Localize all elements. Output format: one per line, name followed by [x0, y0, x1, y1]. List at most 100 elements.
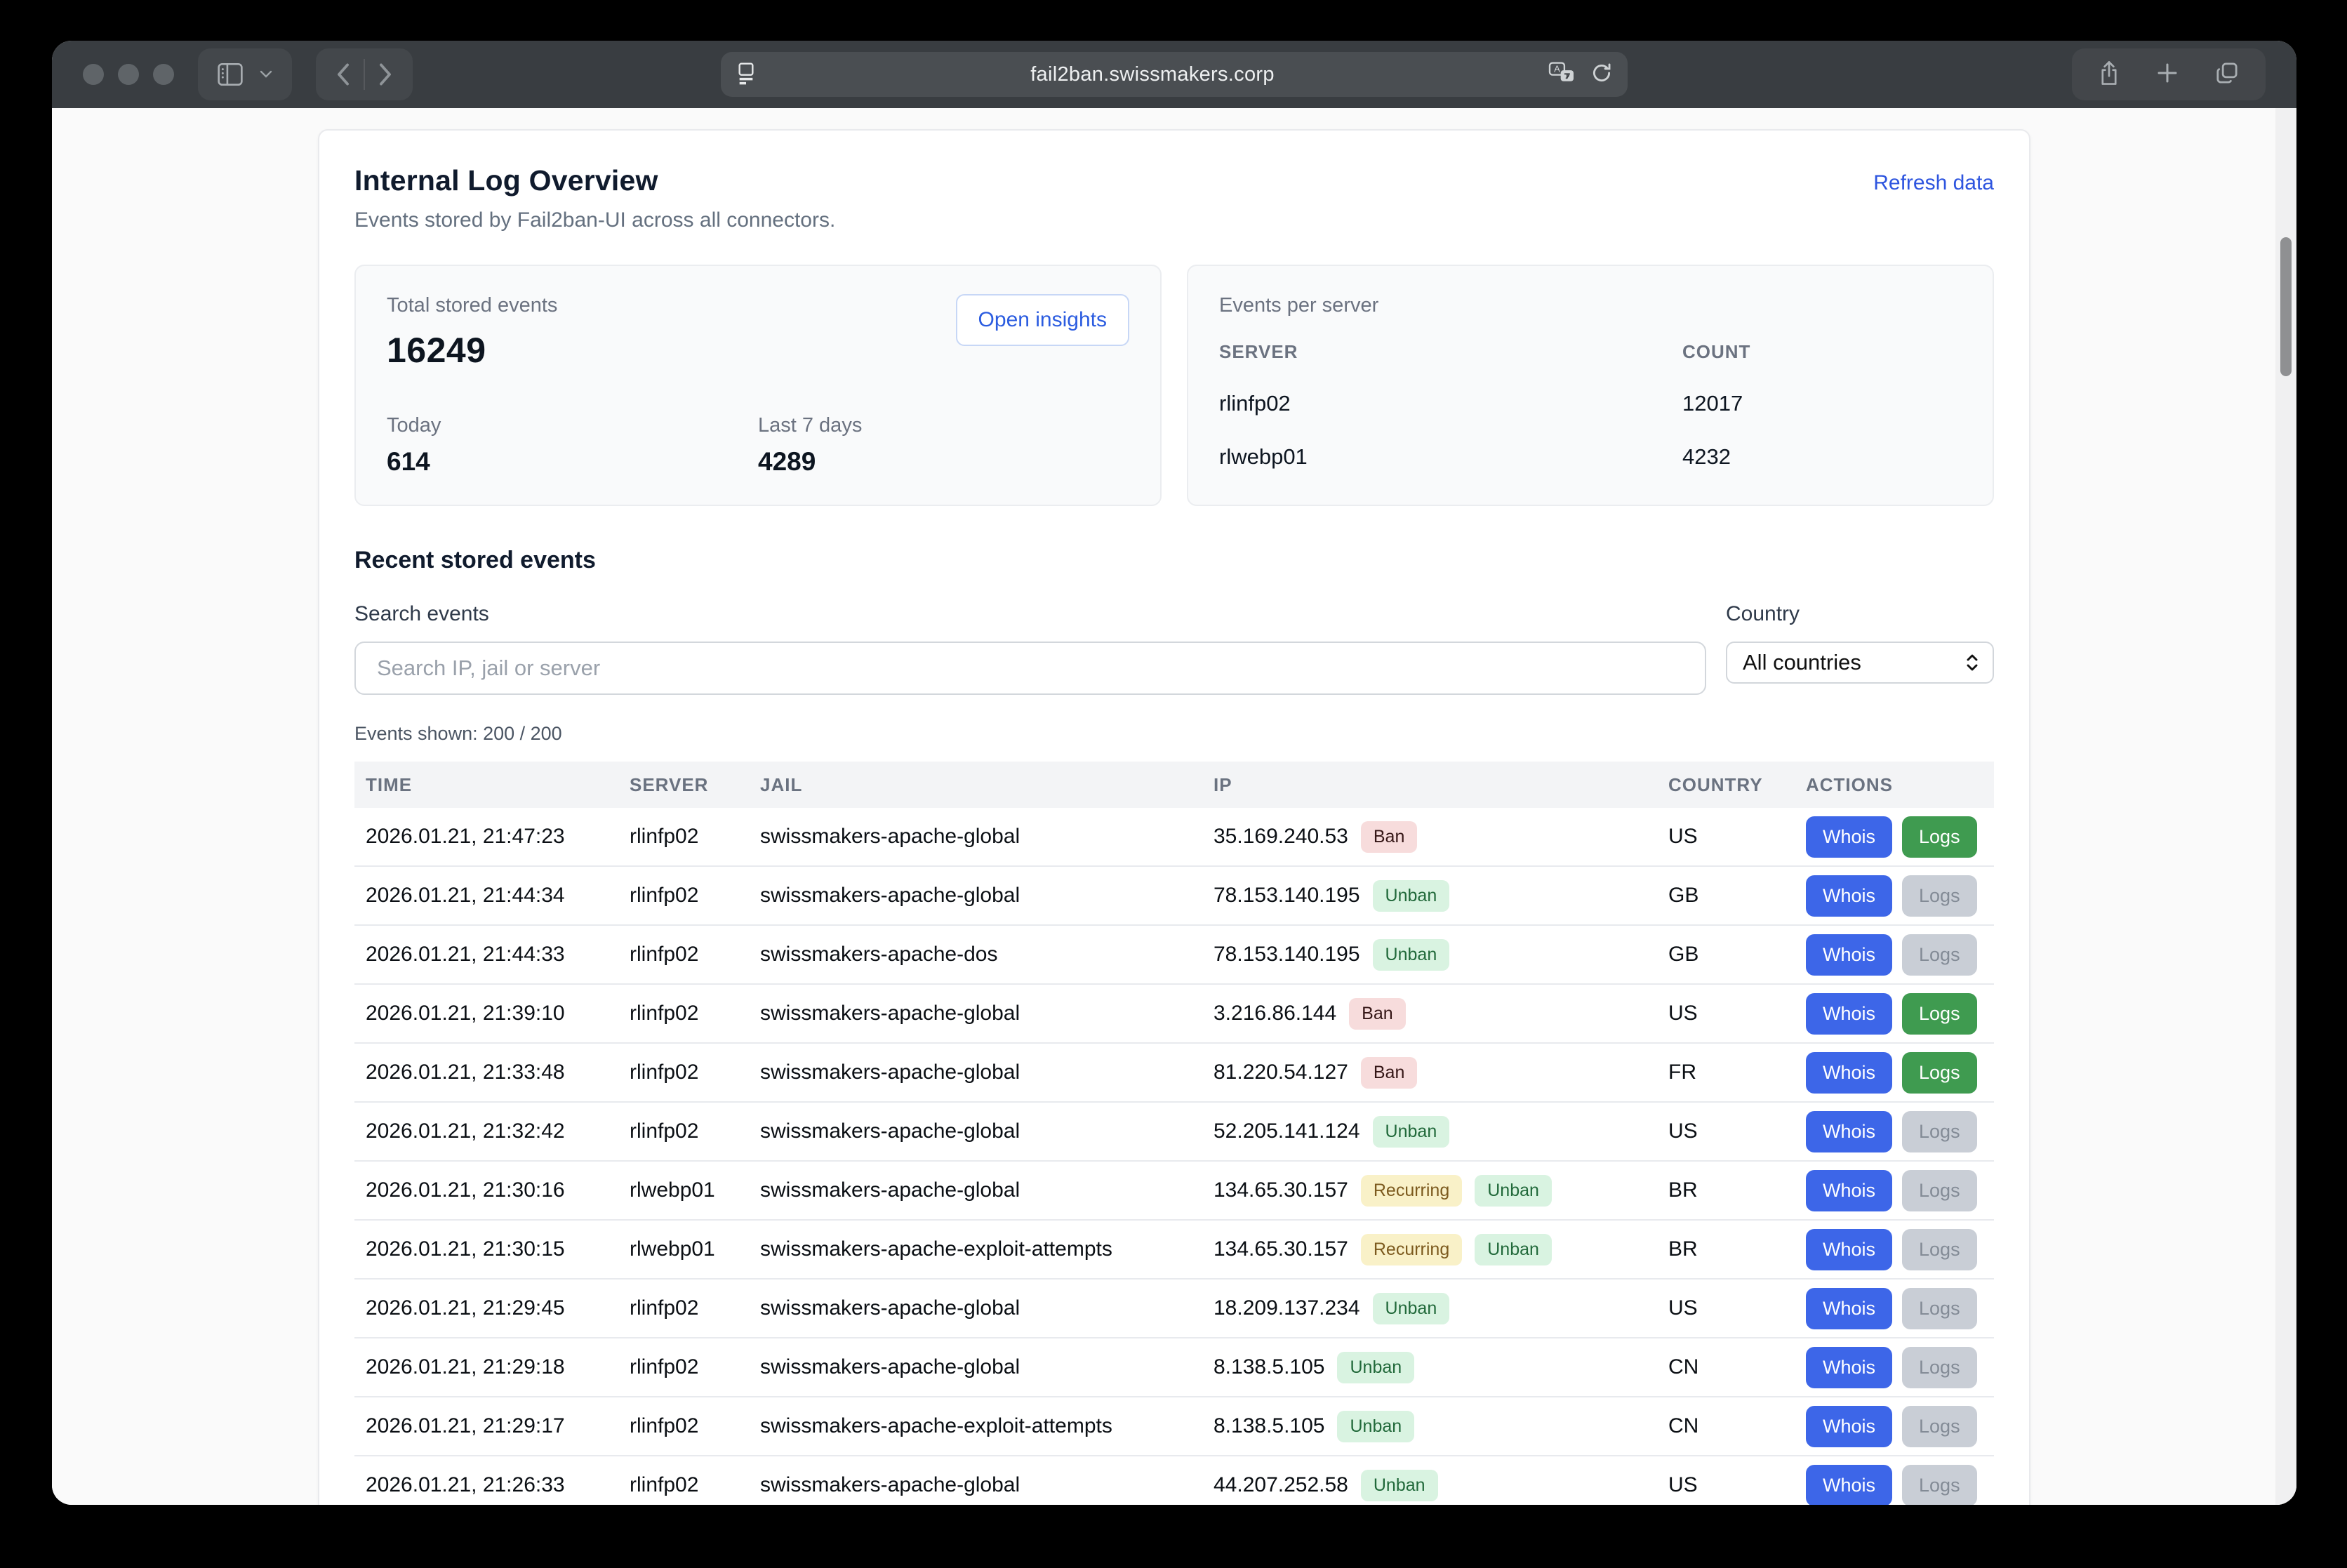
open-insights-button[interactable]: Open insights: [956, 294, 1129, 346]
url-field[interactable]: fail2ban.swissmakers.corp A: [721, 52, 1628, 97]
whois-button[interactable]: Whois: [1806, 934, 1892, 976]
per-server-table: SERVERCOUNT rlinfp0212017 rlwebp014232: [1219, 341, 1962, 470]
status-badge: Ban: [1361, 1057, 1417, 1089]
logs-button[interactable]: Logs: [1902, 1229, 1977, 1270]
logs-button[interactable]: Logs: [1902, 1465, 1977, 1506]
logs-button[interactable]: Logs: [1902, 816, 1977, 858]
whois-button[interactable]: Whois: [1806, 1406, 1892, 1447]
cell-time: 2026.01.21, 21:39:10: [366, 1002, 630, 1025]
per-server-header: SERVERCOUNT: [1219, 341, 1962, 363]
logs-button[interactable]: Logs: [1902, 1111, 1977, 1152]
share-icon[interactable]: [2097, 59, 2121, 91]
whois-button[interactable]: Whois: [1806, 875, 1892, 917]
zoom-window-button[interactable]: [153, 64, 174, 85]
svg-text:A: A: [1554, 63, 1560, 74]
minimize-window-button[interactable]: [118, 64, 139, 85]
event-row: 2026.01.21, 21:29:17rlinfp02swissmakers-…: [354, 1397, 1994, 1456]
whois-button[interactable]: Whois: [1806, 1170, 1892, 1211]
url-right-icons: A: [1548, 61, 1614, 88]
new-tab-icon[interactable]: [2155, 60, 2180, 89]
logs-button[interactable]: Logs: [1902, 1052, 1977, 1094]
today-value: 614: [387, 447, 758, 477]
event-row: 2026.01.21, 21:29:18rlinfp02swissmakers-…: [354, 1338, 1994, 1397]
logs-button[interactable]: Logs: [1902, 1406, 1977, 1447]
cell-jail: swissmakers-apache-global: [760, 1002, 1214, 1025]
whois-button[interactable]: Whois: [1806, 1052, 1892, 1094]
per-server-count: 12017: [1682, 391, 1962, 416]
cell-time: 2026.01.21, 21:44:34: [366, 884, 630, 908]
whois-button[interactable]: Whois: [1806, 1465, 1892, 1506]
cell-country: FR: [1668, 1061, 1806, 1084]
week-value: 4289: [758, 447, 1129, 477]
cell-server: rlwebp01: [630, 1237, 760, 1261]
status-badge: Ban: [1349, 998, 1405, 1030]
cell-jail: swissmakers-apache-dos: [760, 943, 1214, 966]
logs-button[interactable]: Logs: [1902, 1170, 1977, 1211]
cell-country: US: [1668, 1473, 1806, 1497]
per-server-row: rlwebp014232: [1219, 444, 1962, 470]
forward-button[interactable]: [365, 48, 406, 100]
week-label: Last 7 days: [758, 414, 1129, 437]
cell-time: 2026.01.21, 21:30:15: [366, 1237, 630, 1261]
cell-country: US: [1668, 1002, 1806, 1025]
sidebar-toggle-button[interactable]: [205, 48, 255, 100]
cell-ip: 3.216.86.144Ban: [1214, 998, 1668, 1030]
refresh-data-link[interactable]: Refresh data: [1873, 171, 1994, 195]
logs-button[interactable]: Logs: [1902, 934, 1977, 976]
logs-button[interactable]: Logs: [1902, 875, 1977, 917]
event-row: 2026.01.21, 21:39:10rlinfp02swissmakers-…: [354, 985, 1994, 1044]
browser-window: fail2ban.swissmakers.corp A: [52, 41, 2296, 1505]
whois-button[interactable]: Whois: [1806, 1347, 1892, 1388]
cell-jail: swissmakers-apache-global: [760, 1355, 1214, 1379]
cell-jail: swissmakers-apache-global: [760, 884, 1214, 908]
close-window-button[interactable]: [83, 64, 104, 85]
toolbar-right-cluster: [2072, 48, 2266, 100]
status-badge: Recurring: [1361, 1175, 1462, 1207]
whois-button[interactable]: Whois: [1806, 993, 1892, 1035]
whois-button[interactable]: Whois: [1806, 1288, 1892, 1329]
search-input[interactable]: [354, 642, 1706, 695]
cell-server: rlinfp02: [630, 1473, 760, 1497]
logs-button[interactable]: Logs: [1902, 993, 1977, 1035]
events-col-header: IP: [1214, 774, 1668, 796]
screen: fail2ban.swissmakers.corp A: [0, 0, 2347, 1568]
event-row: 2026.01.21, 21:30:16rlwebp01swissmakers-…: [354, 1162, 1994, 1221]
cell-country: US: [1668, 1296, 1806, 1320]
status-badge: Unban: [1475, 1234, 1552, 1265]
status-badge: Unban: [1373, 1116, 1450, 1148]
back-button[interactable]: [323, 48, 364, 100]
cell-actions: WhoisLogs: [1806, 1170, 1983, 1211]
country-select[interactable]: All countries: [1726, 642, 1994, 684]
whois-button[interactable]: Whois: [1806, 816, 1892, 858]
ip-address: 44.207.252.58: [1214, 1473, 1348, 1497]
cell-actions: WhoisLogs: [1806, 1111, 1983, 1152]
cell-ip: 8.138.5.105Unban: [1214, 1411, 1668, 1442]
cell-actions: WhoisLogs: [1806, 875, 1983, 917]
cell-country: US: [1668, 1119, 1806, 1143]
reload-icon[interactable]: [1590, 61, 1614, 88]
scrollbar-track[interactable]: [2275, 108, 2296, 1505]
ip-address: 134.65.30.157: [1214, 1178, 1348, 1202]
logs-button[interactable]: Logs: [1902, 1347, 1977, 1388]
select-chevrons-icon: [1963, 651, 1981, 674]
page-format-icon[interactable]: [735, 60, 757, 89]
per-server-name: rlwebp01: [1219, 444, 1682, 470]
tab-overview-icon[interactable]: [2214, 60, 2240, 90]
event-row: 2026.01.21, 21:30:15rlwebp01swissmakers-…: [354, 1221, 1994, 1280]
cell-ip: 52.205.141.124Unban: [1214, 1116, 1668, 1148]
events-col-header: SERVER: [630, 774, 760, 796]
sidebar-group: [198, 48, 292, 100]
translate-icon[interactable]: A: [1548, 61, 1576, 88]
sidebar-chevron-down-icon[interactable]: [255, 48, 285, 100]
cell-jail: swissmakers-apache-global: [760, 1119, 1214, 1143]
country-select-value: All countries: [1743, 650, 1861, 675]
cell-actions: WhoisLogs: [1806, 816, 1983, 858]
per-server-name: rlinfp02: [1219, 391, 1682, 416]
whois-button[interactable]: Whois: [1806, 1229, 1892, 1270]
stats-row: Total stored events 16249 Open insights …: [354, 265, 1994, 506]
web-page: Internal Log Overview Events stored by F…: [52, 108, 2296, 1505]
whois-button[interactable]: Whois: [1806, 1111, 1892, 1152]
scrollbar-thumb[interactable]: [2280, 237, 2292, 376]
logs-button[interactable]: Logs: [1902, 1288, 1977, 1329]
cell-ip: 35.169.240.53Ban: [1214, 821, 1668, 853]
